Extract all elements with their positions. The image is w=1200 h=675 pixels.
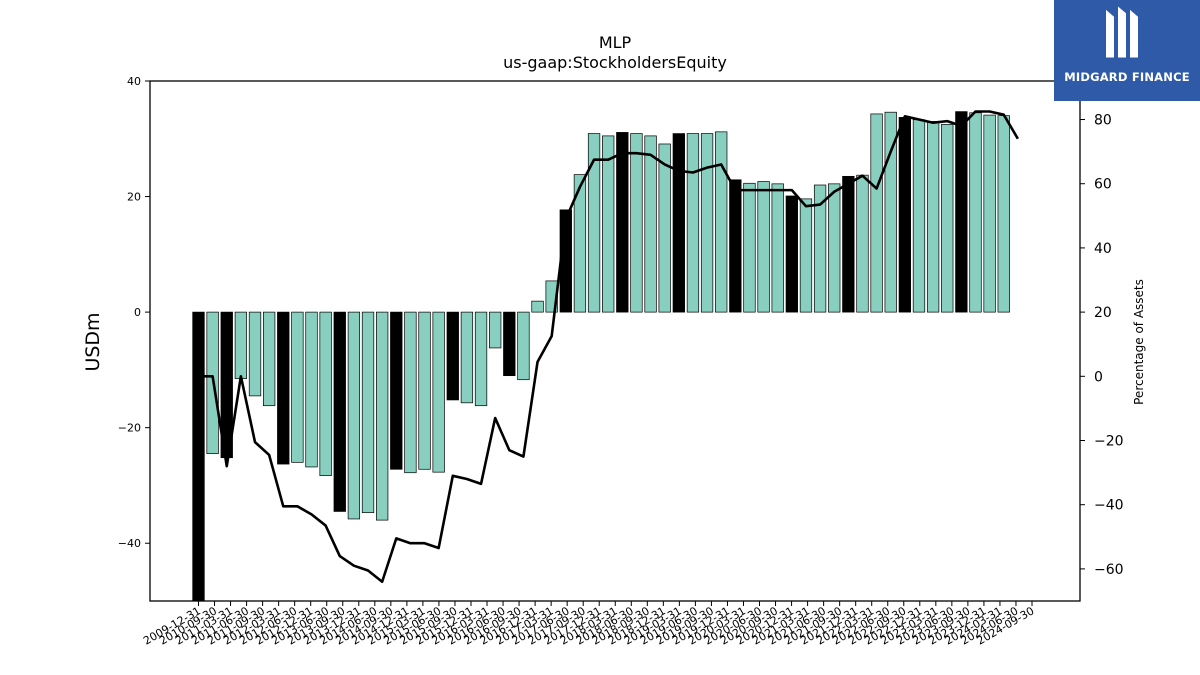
- y2-tick-label: −60: [1094, 562, 1124, 578]
- bar-2015-06-30: [503, 311, 516, 377]
- chart-title: MLP: [599, 33, 632, 52]
- bar-2019-09-30: [743, 182, 756, 313]
- y-axis-label: USDm: [82, 312, 104, 371]
- bar-2018-12-31: [700, 133, 714, 313]
- plot-frame: [149, 80, 1081, 602]
- y2-tick-label: 0: [1094, 369, 1103, 385]
- bar-2015-09-30: [517, 311, 530, 381]
- bar-2013-03-31: [376, 311, 389, 521]
- y2-axis-label: Percentage of Assets: [1132, 279, 1146, 405]
- bar-2010-09-30: [234, 311, 248, 379]
- bar-2010-12-31: [248, 311, 262, 397]
- brand-logo: MIDGARD FINANCE: [1054, 0, 1200, 101]
- bar-2017-09-30: [630, 133, 643, 313]
- bar-2022-03-31: [884, 111, 897, 313]
- bar-2011-12-31: [305, 311, 318, 468]
- bar-2019-12-31: [757, 181, 770, 313]
- bar-series: [192, 111, 1010, 602]
- bar-2016-12-31: [587, 133, 601, 313]
- bar-2015-12-31: [531, 300, 544, 313]
- bar-2011-03-31: [262, 311, 276, 407]
- bar-2015-03-31: [489, 311, 502, 349]
- bar-2011-06-30: [277, 311, 290, 465]
- bar-2023-06-30: [955, 111, 968, 313]
- bar-2012-09-30: [347, 311, 361, 520]
- bar-2012-06-30: [333, 311, 346, 512]
- bar-2013-06-30: [390, 311, 403, 470]
- y-tick-label: −40: [118, 537, 141, 550]
- bar-2020-12-31: [813, 184, 827, 313]
- bar-2018-06-30: [672, 133, 685, 313]
- bar-2021-03-31: [828, 183, 841, 313]
- bar-2023-03-31: [941, 123, 954, 313]
- bar-2019-06-30: [729, 179, 742, 313]
- y2-tick-label: 40: [1094, 241, 1112, 257]
- bar-2023-12-31: [983, 114, 996, 313]
- line-series: [198, 110, 1019, 584]
- y2-tick-label: 20: [1094, 305, 1112, 321]
- bar-2014-09-30: [460, 311, 474, 404]
- bar-2021-09-30: [856, 174, 869, 313]
- bar-2018-03-31: [658, 143, 671, 313]
- bar-2017-12-31: [644, 135, 657, 313]
- y2-tick-label: −20: [1094, 434, 1124, 450]
- bar-2020-09-30: [799, 198, 813, 313]
- brand-logo-text: MIDGARD FINANCE: [1064, 70, 1190, 84]
- bar-2016-09-30: [573, 174, 587, 313]
- bar-2021-12-31: [870, 113, 883, 313]
- bar-2014-06-30: [446, 311, 459, 401]
- bar-2017-06-30: [616, 132, 629, 313]
- y-tick-label: 40: [127, 75, 141, 88]
- y-tick-label: 0: [134, 306, 141, 319]
- bar-2022-09-30: [912, 119, 926, 313]
- bar-2022-12-31: [926, 121, 940, 313]
- bar-2009-12-31: [192, 311, 205, 602]
- bar-2017-03-31: [602, 135, 615, 313]
- bar-2014-03-31: [432, 311, 445, 473]
- bar-2023-09-30: [969, 112, 982, 313]
- chart-subtitle: us-gaap:StockholdersEquity: [503, 53, 727, 72]
- bar-2011-09-30: [291, 311, 304, 463]
- bar-2024-03-31: [997, 115, 1010, 313]
- bar-2013-12-31: [418, 311, 431, 470]
- bar-2019-03-31: [715, 131, 728, 313]
- bar-2020-06-30: [785, 195, 798, 313]
- midgard-logo-icon: [1106, 6, 1138, 58]
- percentage-of-assets-line: [198, 110, 1019, 584]
- axes: −40−2002040−60−40−200204060802009-12-312…: [118, 75, 1124, 648]
- y-tick-label: 20: [127, 191, 141, 204]
- bar-2012-12-31: [361, 311, 375, 513]
- bar-2018-09-30: [686, 133, 700, 313]
- y2-tick-label: 60: [1094, 177, 1112, 193]
- bar-2010-06-30: [220, 311, 233, 459]
- y-tick-label: −20: [118, 422, 141, 435]
- y2-tick-label: 80: [1094, 113, 1112, 129]
- y2-tick-label: −40: [1094, 498, 1124, 514]
- bar-2020-03-31: [771, 183, 784, 313]
- bar-2014-12-31: [474, 311, 488, 407]
- bar-2022-06-30: [898, 117, 911, 313]
- bar-2021-06-30: [842, 175, 855, 313]
- bar-2012-03-31: [319, 311, 332, 476]
- bar-2013-09-30: [404, 311, 417, 474]
